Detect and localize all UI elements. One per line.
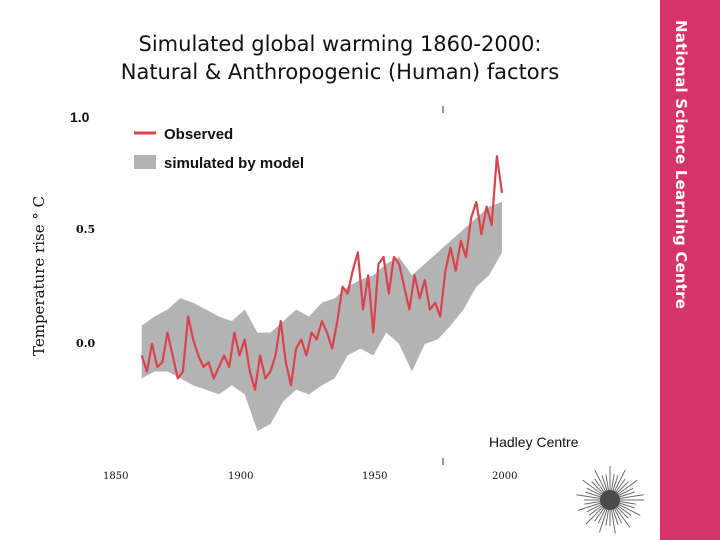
observed-line-layer xyxy=(140,155,504,391)
y-tick-label: 1.0 xyxy=(70,109,90,125)
source-annotation: Hadley Centre xyxy=(489,434,579,450)
title-line-1: Simulated global warming 1860-2000: xyxy=(138,32,542,56)
model-simulation-band xyxy=(141,202,502,431)
x-tick-label: 1900 xyxy=(228,471,253,482)
legend-model-swatch xyxy=(134,155,156,169)
y-tick-label: 0.0 xyxy=(76,337,95,350)
legend-model-label: simulated by model xyxy=(164,155,304,172)
legend-observed-label: Observed xyxy=(164,126,233,143)
slide-title: Simulated global warming 1860-2000: Natu… xyxy=(60,30,620,86)
dandelion-logo-icon xyxy=(576,466,644,534)
x-tick-label: 2000 xyxy=(492,471,517,482)
legend: Observed simulated by model xyxy=(134,126,304,172)
logo-center xyxy=(600,490,620,510)
observed-series-line xyxy=(140,155,504,391)
y-axis-label: Temperature rise ° C xyxy=(30,196,48,356)
title-line-2: Natural & Anthropogenic (Human) factors xyxy=(120,60,560,84)
x-tick-label: 1850 xyxy=(103,471,128,482)
temperature-chart: Temperature rise ° C 1.0 0.5 0.0 1850 19… xyxy=(30,106,644,534)
brand-sidebar xyxy=(660,0,720,540)
y-tick-label: 0.5 xyxy=(76,223,95,236)
brand-name: National Science Learning Centre xyxy=(672,20,690,310)
model-band-layer xyxy=(141,202,502,431)
x-tick-label: 1950 xyxy=(362,471,387,482)
